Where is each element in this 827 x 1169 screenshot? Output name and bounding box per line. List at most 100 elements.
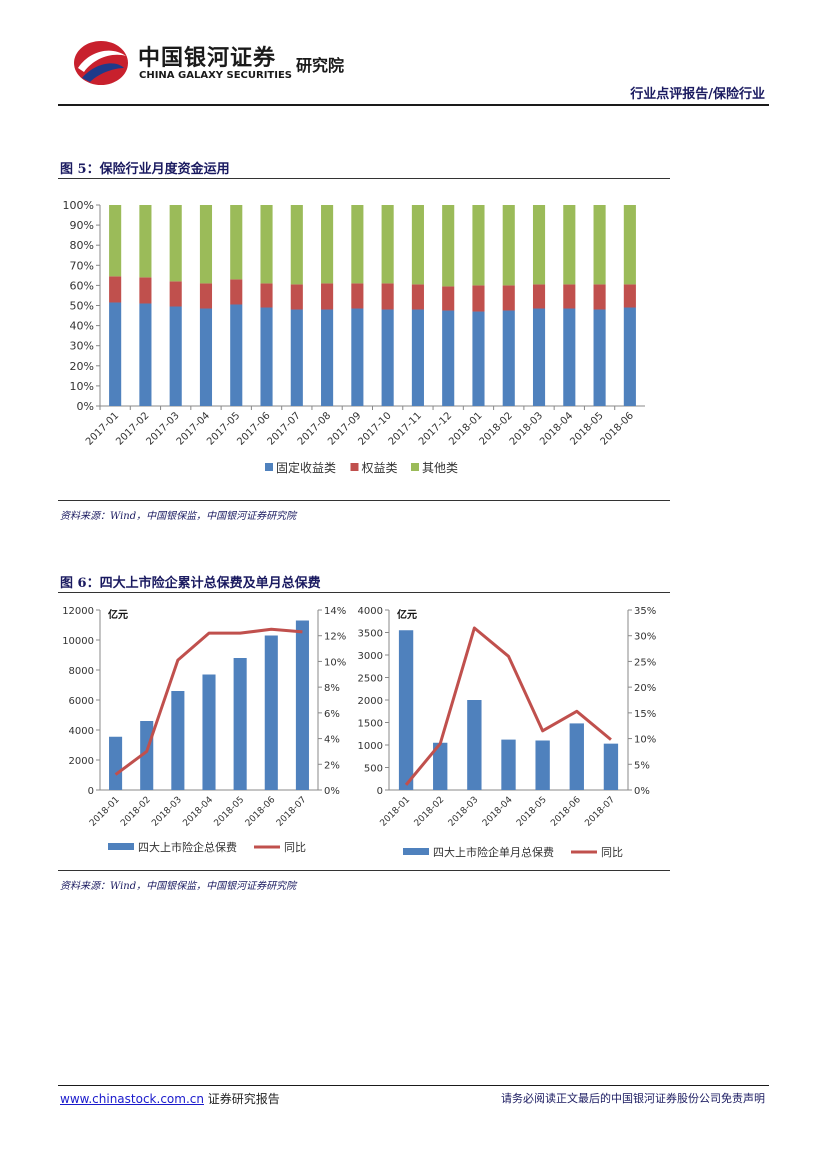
left-tick-label: 4000 [69, 726, 94, 737]
right-tick-label: 35% [634, 606, 656, 617]
bar-other [109, 205, 122, 277]
bar-fixed-income [230, 304, 243, 406]
legend-bar-swatch [403, 848, 429, 855]
figure-6-top-rule [58, 592, 670, 593]
bar-other [381, 205, 394, 284]
bar-equity [411, 284, 424, 310]
x-tick-label: 2018-06 [599, 410, 636, 447]
right-tick-label: 2% [324, 760, 340, 771]
legend-label: 其他类 [422, 461, 458, 475]
legend-swatch [265, 463, 273, 471]
right-tick-label: 10% [324, 657, 346, 668]
bar-equity [623, 284, 636, 308]
legend-bar-label: 四大上市险企总保费 [138, 840, 237, 854]
y-tick-label: 90% [70, 219, 94, 232]
bar-fixed-income [593, 309, 606, 406]
figure-6-title: 图 6：四大上市险企累计总保费及单月总保费 [60, 576, 321, 591]
bar-equity [351, 283, 364, 309]
footer-left: www.chinastock.com.cn 证券研究报告 [60, 1090, 280, 1107]
bar-other [411, 205, 424, 285]
bar-equity [593, 284, 606, 310]
y-tick-label: 20% [70, 360, 94, 373]
monthly-premium-chart: 0 500 1000 1500 2000 2500 3000 3500 4000 0% 5% 10% 1… [358, 606, 657, 859]
bar-other [351, 205, 364, 284]
premium-bar [569, 723, 584, 790]
x-tick-label: 2018-07 [275, 795, 309, 829]
right-tick-label: 12% [324, 632, 346, 643]
left-tick-label: 10000 [62, 636, 94, 647]
bar-fixed-income [472, 311, 485, 406]
bar-equity [442, 286, 455, 311]
left-tick-label: 3500 [358, 629, 383, 640]
left-tick-label: 2000 [358, 696, 383, 707]
x-tick-label: 2018-05 [213, 795, 247, 829]
y-tick-label: 100% [63, 199, 94, 212]
website-link[interactable]: www.chinastock.com.cn [60, 1092, 204, 1106]
bar-fixed-income [623, 307, 636, 406]
footer-left-text: 证券研究报告 [203, 1092, 280, 1106]
x-tick-label: 2018-04 [481, 795, 515, 829]
left-tick-label: 2000 [69, 756, 94, 767]
legend-line-label: 同比 [601, 846, 623, 859]
figure-5-source: 资料来源：Wind，中国银保监，中国银河证券研究院 [60, 511, 297, 522]
figure-5-bottom-rule [58, 500, 670, 501]
right-tick-label: 10% [634, 735, 656, 746]
x-tick-label: 2018-03 [447, 795, 481, 829]
x-tick-label: 2018-01 [379, 795, 413, 829]
bar-equity [472, 285, 485, 312]
left-tick-label: 12000 [62, 606, 94, 617]
bar-equity [260, 283, 273, 308]
cumulative-premium-chart: 0 2000 4000 6000 8000 10000 12000 0% 2% 4% 6% 8% 10%… [62, 606, 346, 854]
bar-equity [381, 283, 394, 310]
bar-equity [502, 285, 515, 311]
premium-bar [202, 674, 216, 790]
y-tick-label: 50% [70, 300, 94, 313]
bar-fixed-income [290, 309, 303, 406]
bar-equity [321, 283, 334, 310]
right-tick-label: 25% [634, 657, 656, 668]
premium-bar [109, 736, 123, 790]
bar-other [230, 205, 243, 280]
bar-equity [230, 279, 243, 305]
x-tick-label: 2018-06 [244, 795, 278, 829]
legend-bar-label: 四大上市险企单月总保费 [433, 845, 554, 859]
bar-fixed-income [199, 308, 213, 406]
x-tick-label: 2018-07 [583, 795, 617, 829]
bar-fixed-income [381, 309, 394, 406]
bar-fixed-income [260, 307, 273, 406]
premium-bar [603, 743, 619, 790]
yoy-line [404, 626, 612, 786]
left-tick-label: 3000 [358, 651, 383, 662]
left-tick-label: 1000 [358, 741, 383, 752]
y-tick-label: 30% [70, 340, 94, 353]
bar-equity [290, 284, 303, 310]
legend-bar-swatch [108, 843, 134, 850]
x-tick-label: 2018-02 [413, 795, 447, 829]
right-tick-label: 20% [634, 683, 656, 694]
yoy-line [114, 627, 303, 776]
legend-line-label: 同比 [284, 841, 306, 854]
bar-other [169, 205, 182, 282]
premium-bar [295, 620, 309, 790]
bar-other [623, 205, 636, 285]
x-tick-label: 2018-05 [515, 795, 549, 829]
legend-label: 固定收益类 [276, 460, 336, 475]
left-tick-label: 1500 [358, 719, 383, 730]
footer-divider [58, 1085, 769, 1086]
bar-other [321, 205, 334, 284]
right-tick-label: 6% [324, 709, 340, 720]
bar-fixed-income [502, 310, 515, 406]
left-tick-label: 500 [364, 764, 383, 775]
x-tick-label: 2018-04 [181, 795, 215, 829]
right-tick-label: 30% [634, 632, 656, 643]
premium-bar [171, 691, 185, 790]
right-tick-label: 14% [324, 606, 346, 617]
bar-other [139, 205, 152, 278]
x-tick-label: 2018-01 [88, 795, 122, 829]
bar-other [472, 205, 485, 286]
bar-equity [563, 284, 576, 309]
bar-fixed-income [139, 303, 152, 406]
left-tick-label: 4000 [358, 606, 383, 617]
figure-5-title: 图 5：保险行业月度资金运用 [60, 162, 230, 177]
left-tick-label: 8000 [69, 666, 94, 677]
